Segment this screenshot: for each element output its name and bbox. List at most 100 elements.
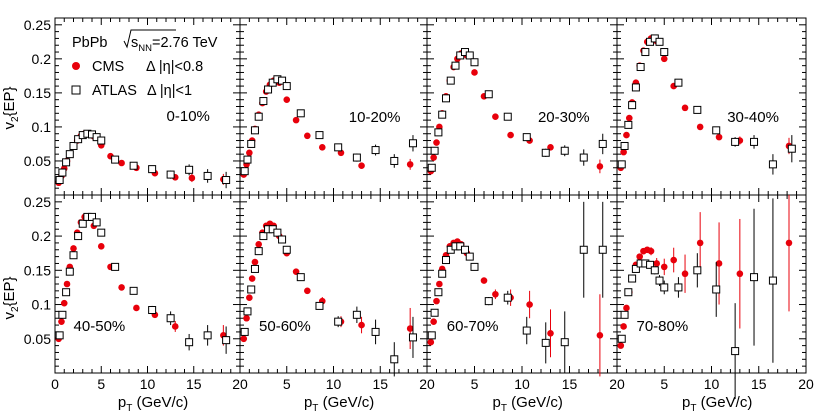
- atlas-point: [503, 293, 512, 302]
- panel-70-80%: 5 10 15 20 pT (GeV/c) 70-80%: [616, 194, 814, 414]
- y-tick-label: 0.05: [24, 153, 51, 169]
- centrality-label: 10-20%: [349, 109, 401, 126]
- atlas-point: [62, 288, 71, 297]
- atlas-point: [731, 347, 740, 356]
- series-atlas: [55, 212, 231, 354]
- atlas-point: [617, 160, 626, 169]
- legend: PbPb sNN=2.76 TeV CMS Δ |η|<0.8 ATLAS Δ |η|<1: [71, 29, 218, 99]
- legend-energy: sNN=2.76 TeV: [131, 35, 218, 54]
- legend-entry-cut: Δ |η|<1: [147, 83, 192, 99]
- cms-point: [433, 139, 440, 146]
- atlas-point: [259, 97, 268, 106]
- cms-point: [480, 277, 488, 284]
- legend-entry-name: ATLAS: [92, 83, 137, 99]
- atlas-point: [408, 333, 417, 342]
- atlas-point: [278, 76, 287, 85]
- cms-point: [715, 260, 723, 267]
- cms-point: [358, 162, 365, 170]
- atlas-point: [693, 266, 702, 275]
- x-tick-label: 10: [704, 376, 720, 392]
- cms-point: [696, 123, 704, 131]
- atlas-point: [446, 76, 455, 85]
- atlas-point: [254, 247, 263, 256]
- atlas-point: [624, 120, 633, 129]
- series-atlas: [240, 75, 417, 176]
- cms-point: [625, 114, 633, 122]
- atlas-point: [641, 48, 650, 57]
- cms-point: [318, 144, 326, 151]
- cms-point: [660, 55, 668, 63]
- cms-point: [430, 154, 437, 161]
- atlas-point: [129, 286, 138, 295]
- cms-point: [243, 314, 250, 322]
- cms-point: [248, 275, 256, 282]
- y-tick-label: 0.2: [32, 51, 52, 67]
- atlas-point: [334, 317, 343, 326]
- atlas-point: [750, 273, 759, 282]
- x-tick-label: 5: [97, 376, 105, 392]
- centrality-label: 40-50%: [74, 318, 126, 335]
- series-atlas: [55, 129, 231, 189]
- atlas-point: [430, 308, 439, 317]
- cms-point: [171, 323, 179, 330]
- atlas-point: [278, 235, 287, 244]
- atlas-point: [427, 163, 436, 172]
- centrality-label: 50-60%: [259, 318, 311, 335]
- atlas-point: [185, 338, 194, 347]
- cms-point: [617, 342, 625, 349]
- atlas-point: [541, 148, 550, 157]
- atlas-point: [273, 228, 282, 237]
- atlas-point: [660, 283, 669, 292]
- cms-point: [436, 280, 443, 288]
- atlas-point: [442, 94, 450, 103]
- atlas-point: [693, 105, 702, 114]
- legend-cms-marker: [72, 62, 80, 70]
- atlas-point: [282, 82, 291, 91]
- x-tick-label: 5: [283, 376, 291, 392]
- cms-point: [647, 247, 655, 255]
- x-axis-title: pT (GeV/c): [682, 394, 752, 414]
- atlas-point: [628, 274, 637, 283]
- x-tick-label: 5: [660, 376, 668, 392]
- legend-atlas-marker: [71, 85, 81, 95]
- y-tick-label: 0.15: [24, 262, 51, 278]
- atlas-point: [129, 161, 138, 170]
- y-axis-title-main: v: [1, 122, 18, 130]
- cms-point: [696, 239, 704, 247]
- y-axis-title-main-2: v: [1, 312, 18, 320]
- cms-point: [715, 133, 723, 141]
- atlas-point: [250, 126, 259, 135]
- atlas-point: [465, 252, 474, 261]
- x-axis-title: pT (GeV/c): [304, 394, 374, 414]
- atlas-point: [631, 264, 640, 273]
- atlas-point: [65, 150, 74, 159]
- atlas-point: [111, 155, 120, 164]
- centrality-label: 30-40%: [727, 109, 779, 126]
- cms-point: [681, 270, 689, 278]
- x-tick-label: 15: [562, 376, 578, 392]
- atlas-point: [203, 331, 212, 340]
- x-tick-label: 20: [419, 376, 435, 392]
- x-axis-title: pT (GeV/c): [118, 394, 188, 414]
- atlas-point: [315, 131, 324, 140]
- atlas-point: [352, 153, 361, 162]
- atlas-point: [655, 276, 664, 285]
- cms-point: [596, 332, 604, 339]
- y-axis-title-sub-2: 2: [10, 306, 21, 312]
- panel-frame: [616, 17, 807, 196]
- atlas-point: [92, 218, 101, 227]
- cms-point: [70, 245, 77, 252]
- panel-60-70%: 5 10 15 20 pT (GeV/c) 60-70%: [426, 194, 625, 414]
- panel-frame: [616, 194, 807, 374]
- atlas-point: [69, 251, 78, 260]
- atlas-point: [243, 155, 252, 164]
- atlas-point: [65, 267, 74, 276]
- y-tick-label: 0.15: [24, 85, 51, 101]
- panel-frame: [426, 194, 618, 374]
- atlas-point: [430, 146, 439, 155]
- atlas-point: [503, 112, 512, 121]
- atlas-point: [631, 83, 640, 92]
- y-axis-title-tail: {EP}: [1, 86, 18, 116]
- cms-point: [636, 253, 643, 260]
- cms-point: [255, 240, 262, 248]
